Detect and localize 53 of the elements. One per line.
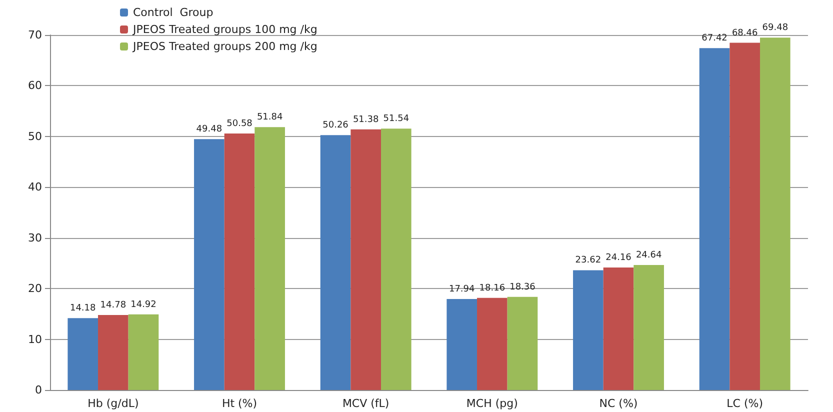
bar: [603, 267, 634, 390]
y-tick-label: 10: [28, 332, 42, 346]
data-label: 24.64: [636, 250, 662, 261]
data-label: 14.78: [100, 300, 126, 311]
y-tick-label: 0: [35, 384, 42, 396]
data-label: 18.36: [510, 282, 536, 292]
data-label: 23.62: [575, 256, 602, 266]
x-tick-label: NC (%): [599, 397, 638, 410]
data-label: 51.38: [352, 114, 379, 125]
data-label: 50.58: [226, 118, 253, 129]
x-tick-label: LC (%): [726, 397, 764, 410]
bar: [98, 315, 128, 390]
bar: [380, 128, 412, 390]
data-label: 14.92: [130, 300, 156, 310]
bar: [699, 48, 730, 390]
x-tick-label: Hb (g/dL): [88, 397, 139, 410]
data-label: 24.16: [606, 252, 632, 263]
legend-label: JPEOS Treated groups 100 mg /kg: [132, 23, 318, 36]
bar: [320, 135, 351, 390]
x-tick-label: MCH (pg): [466, 397, 518, 410]
bar: [194, 139, 224, 390]
bar: [760, 38, 790, 390]
data-label: 67.42: [702, 34, 728, 44]
legend-label: Control Group: [133, 6, 214, 19]
data-label: 17.94: [448, 284, 476, 295]
x-tick-label: MCV (fL): [342, 397, 390, 410]
bar: [507, 296, 538, 390]
data-label: 18.16: [479, 283, 506, 294]
bar: [730, 42, 760, 390]
y-tick-label: 60: [28, 79, 42, 92]
data-label: 50.26: [322, 120, 349, 131]
x-tick-label: Ht (%): [222, 397, 258, 410]
bar: [446, 299, 478, 390]
y-tick-label: 40: [28, 180, 42, 194]
bar: [254, 127, 285, 390]
data-label: 68.46: [732, 28, 758, 38]
y-tick-label: 30: [28, 231, 42, 244]
bar: [477, 298, 508, 390]
y-tick-label: 50: [28, 130, 42, 143]
bar: [224, 133, 255, 390]
data-label: 14.18: [70, 304, 96, 314]
bar: [128, 314, 159, 390]
y-tick-label: 20: [28, 282, 42, 296]
legend-label: JPEOS Treated groups 200 mg /kg: [132, 40, 318, 53]
bar: [68, 318, 98, 390]
data-label: 51.54: [383, 114, 410, 124]
bar: [350, 129, 381, 390]
data-label: 69.48: [762, 23, 788, 34]
data-label: 49.48: [196, 124, 222, 135]
bar: [573, 270, 604, 390]
data-label: 51.84: [256, 112, 283, 123]
y-tick-label: 70: [28, 28, 42, 42]
bar: [634, 265, 664, 390]
